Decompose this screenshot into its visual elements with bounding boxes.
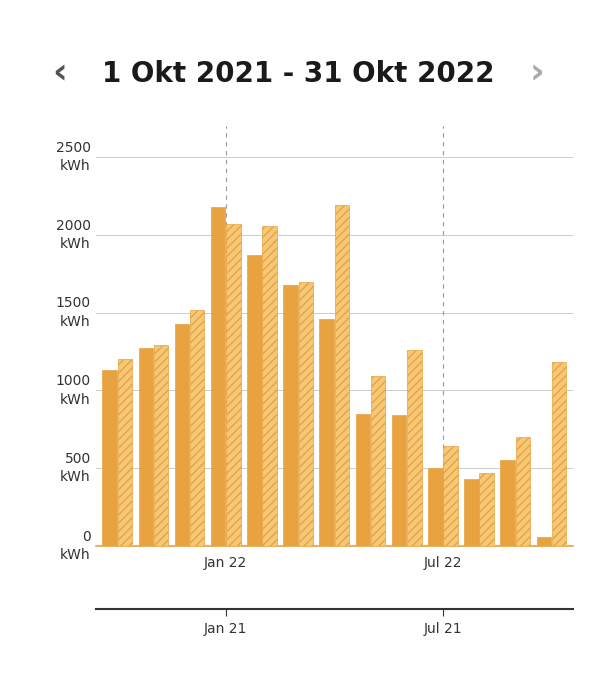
- Bar: [190, 309, 204, 546]
- Bar: [139, 349, 153, 546]
- Text: 0
kWh: 0 kWh: [60, 530, 91, 562]
- Bar: [516, 437, 530, 546]
- Bar: [356, 414, 370, 546]
- Bar: [211, 207, 226, 546]
- Text: 1500
kWh: 1500 kWh: [56, 297, 91, 329]
- Bar: [335, 205, 349, 546]
- Bar: [479, 473, 494, 546]
- Bar: [319, 319, 334, 546]
- Bar: [537, 537, 551, 546]
- Bar: [443, 447, 458, 546]
- Bar: [247, 255, 261, 546]
- Bar: [118, 359, 132, 546]
- Bar: [154, 345, 168, 546]
- Text: 1000
kWh: 1000 kWh: [56, 374, 91, 407]
- Bar: [392, 415, 407, 546]
- Bar: [226, 224, 241, 546]
- Bar: [298, 281, 313, 546]
- Bar: [262, 225, 277, 546]
- Bar: [464, 479, 479, 546]
- Bar: [175, 323, 189, 546]
- Text: ‹: ‹: [53, 57, 67, 90]
- Text: 2000
kWh: 2000 kWh: [56, 218, 91, 251]
- Text: 1 Okt 2021 - 31 Okt 2022: 1 Okt 2021 - 31 Okt 2022: [102, 60, 495, 88]
- Text: 500
kWh: 500 kWh: [60, 452, 91, 484]
- Bar: [552, 363, 566, 546]
- Bar: [428, 468, 442, 546]
- Bar: [371, 377, 385, 546]
- Text: 2500
kWh: 2500 kWh: [56, 141, 91, 174]
- Text: ›: ›: [530, 57, 544, 90]
- Bar: [284, 285, 298, 546]
- Bar: [407, 350, 421, 546]
- Bar: [103, 370, 117, 546]
- Bar: [500, 461, 515, 546]
